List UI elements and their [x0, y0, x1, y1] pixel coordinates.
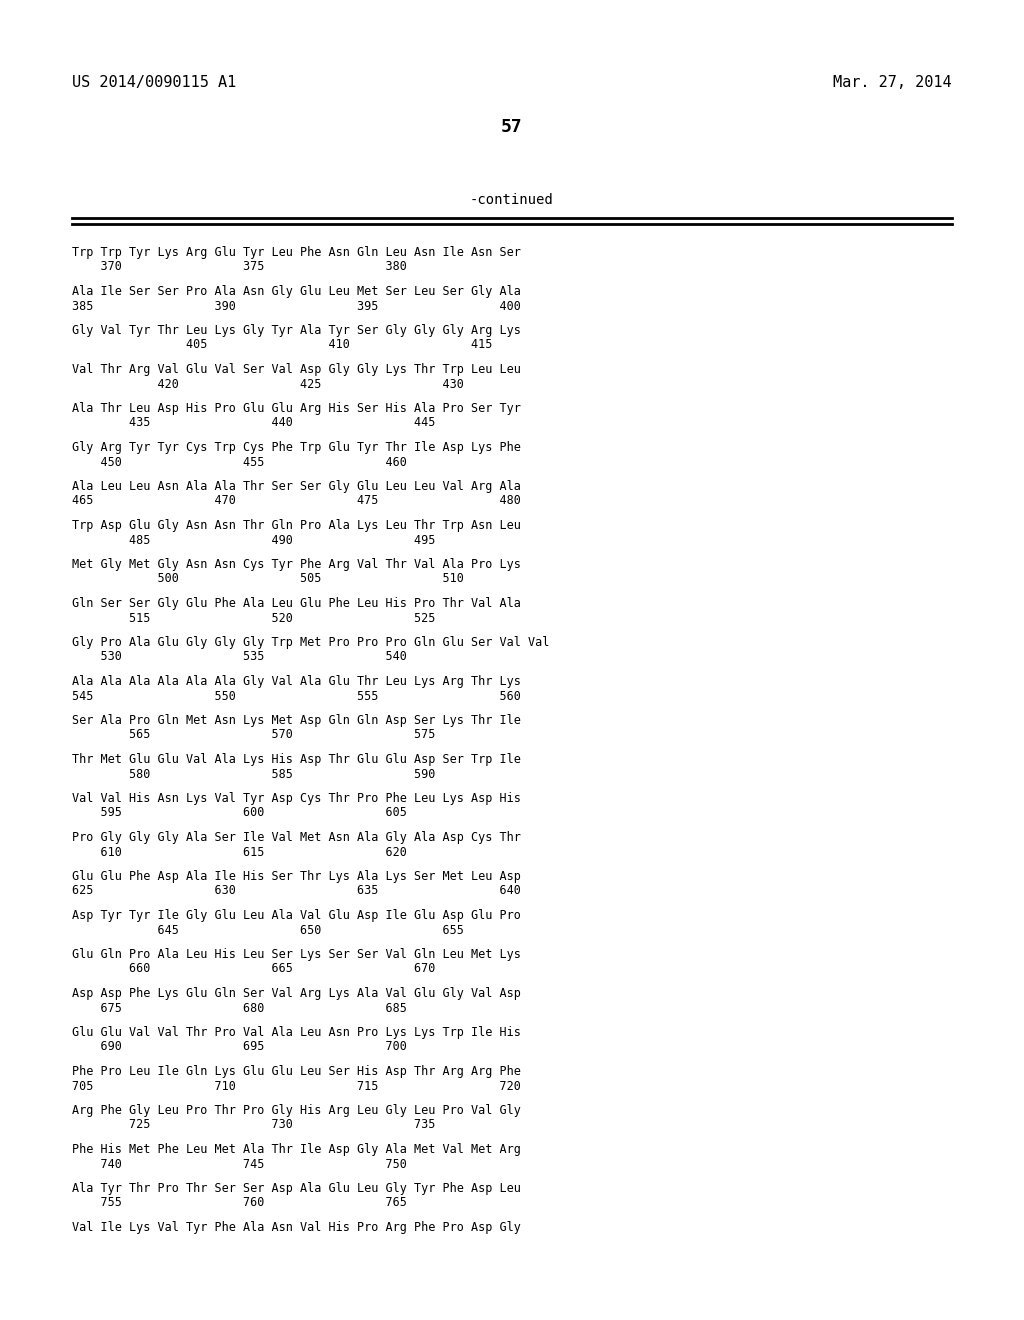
Text: 755                 760                 765: 755 760 765 [72, 1196, 407, 1209]
Text: Asp Tyr Tyr Ile Gly Glu Leu Ala Val Glu Asp Ile Glu Asp Glu Pro: Asp Tyr Tyr Ile Gly Glu Leu Ala Val Glu … [72, 909, 521, 921]
Text: 405                 410                 415: 405 410 415 [72, 338, 493, 351]
Text: Ala Ile Ser Ser Pro Ala Asn Gly Glu Leu Met Ser Leu Ser Gly Ala: Ala Ile Ser Ser Pro Ala Asn Gly Glu Leu … [72, 285, 521, 298]
Text: 385                 390                 395                 400: 385 390 395 400 [72, 300, 521, 313]
Text: Glu Glu Phe Asp Ala Ile His Ser Thr Lys Ala Lys Ser Met Leu Asp: Glu Glu Phe Asp Ala Ile His Ser Thr Lys … [72, 870, 521, 883]
Text: Glu Glu Val Val Thr Pro Val Ala Leu Asn Pro Lys Lys Trp Ile His: Glu Glu Val Val Thr Pro Val Ala Leu Asn … [72, 1026, 521, 1039]
Text: Phe His Met Phe Leu Met Ala Thr Ile Asp Gly Ala Met Val Met Arg: Phe His Met Phe Leu Met Ala Thr Ile Asp … [72, 1143, 521, 1156]
Text: Val Thr Arg Val Glu Val Ser Val Asp Gly Gly Lys Thr Trp Leu Leu: Val Thr Arg Val Glu Val Ser Val Asp Gly … [72, 363, 521, 376]
Text: 465                 470                 475                 480: 465 470 475 480 [72, 495, 521, 507]
Text: 435                 440                 445: 435 440 445 [72, 417, 435, 429]
Text: 580                 585                 590: 580 585 590 [72, 767, 435, 780]
Text: 420                 425                 430: 420 425 430 [72, 378, 464, 391]
Text: Glu Gln Pro Ala Leu His Leu Ser Lys Ser Ser Val Gln Leu Met Lys: Glu Gln Pro Ala Leu His Leu Ser Lys Ser … [72, 948, 521, 961]
Text: 370                 375                 380: 370 375 380 [72, 260, 407, 273]
Text: 725                 730                 735: 725 730 735 [72, 1118, 435, 1131]
Text: 530                 535                 540: 530 535 540 [72, 651, 407, 664]
Text: Val Ile Lys Val Tyr Phe Ala Asn Val His Pro Arg Phe Pro Asp Gly: Val Ile Lys Val Tyr Phe Ala Asn Val His … [72, 1221, 521, 1234]
Text: Val Val His Asn Lys Val Tyr Asp Cys Thr Pro Phe Leu Lys Asp His: Val Val His Asn Lys Val Tyr Asp Cys Thr … [72, 792, 521, 805]
Text: Gln Ser Ser Gly Glu Phe Ala Leu Glu Phe Leu His Pro Thr Val Ala: Gln Ser Ser Gly Glu Phe Ala Leu Glu Phe … [72, 597, 521, 610]
Text: 450                 455                 460: 450 455 460 [72, 455, 407, 469]
Text: 645                 650                 655: 645 650 655 [72, 924, 464, 936]
Text: Ala Ala Ala Ala Ala Ala Gly Val Ala Glu Thr Leu Lys Arg Thr Lys: Ala Ala Ala Ala Ala Ala Gly Val Ala Glu … [72, 675, 521, 688]
Text: Ala Leu Leu Asn Ala Ala Thr Ser Ser Gly Glu Leu Leu Val Arg Ala: Ala Leu Leu Asn Ala Ala Thr Ser Ser Gly … [72, 480, 521, 492]
Text: 705                 710                 715                 720: 705 710 715 720 [72, 1080, 521, 1093]
Text: Asp Asp Phe Lys Glu Gln Ser Val Arg Lys Ala Val Glu Gly Val Asp: Asp Asp Phe Lys Glu Gln Ser Val Arg Lys … [72, 987, 521, 1001]
Text: 740                 745                 750: 740 745 750 [72, 1158, 407, 1171]
Text: Gly Arg Tyr Tyr Cys Trp Cys Phe Trp Glu Tyr Thr Ile Asp Lys Phe: Gly Arg Tyr Tyr Cys Trp Cys Phe Trp Glu … [72, 441, 521, 454]
Text: 660                 665                 670: 660 665 670 [72, 962, 435, 975]
Text: Gly Pro Ala Glu Gly Gly Gly Trp Met Pro Pro Pro Gln Glu Ser Val Val: Gly Pro Ala Glu Gly Gly Gly Trp Met Pro … [72, 636, 549, 649]
Text: 545                 550                 555                 560: 545 550 555 560 [72, 689, 521, 702]
Text: US 2014/0090115 A1: US 2014/0090115 A1 [72, 75, 237, 90]
Text: Pro Gly Gly Gly Ala Ser Ile Val Met Asn Ala Gly Ala Asp Cys Thr: Pro Gly Gly Gly Ala Ser Ile Val Met Asn … [72, 832, 521, 843]
Text: 675                 680                 685: 675 680 685 [72, 1002, 407, 1015]
Text: 565                 570                 575: 565 570 575 [72, 729, 435, 742]
Text: Phe Pro Leu Ile Gln Lys Glu Glu Leu Ser His Asp Thr Arg Arg Phe: Phe Pro Leu Ile Gln Lys Glu Glu Leu Ser … [72, 1065, 521, 1078]
Text: -continued: -continued [470, 193, 554, 207]
Text: Ser Ala Pro Gln Met Asn Lys Met Asp Gln Gln Asp Ser Lys Thr Ile: Ser Ala Pro Gln Met Asn Lys Met Asp Gln … [72, 714, 521, 727]
Text: Mar. 27, 2014: Mar. 27, 2014 [834, 75, 952, 90]
Text: Thr Met Glu Glu Val Ala Lys His Asp Thr Glu Glu Asp Ser Trp Ile: Thr Met Glu Glu Val Ala Lys His Asp Thr … [72, 752, 521, 766]
Text: 690                 695                 700: 690 695 700 [72, 1040, 407, 1053]
Text: Trp Asp Glu Gly Asn Asn Thr Gln Pro Ala Lys Leu Thr Trp Asn Leu: Trp Asp Glu Gly Asn Asn Thr Gln Pro Ala … [72, 519, 521, 532]
Text: Ala Tyr Thr Pro Thr Ser Ser Asp Ala Glu Leu Gly Tyr Phe Asp Leu: Ala Tyr Thr Pro Thr Ser Ser Asp Ala Glu … [72, 1181, 521, 1195]
Text: 485                 490                 495: 485 490 495 [72, 533, 435, 546]
Text: Trp Trp Tyr Lys Arg Glu Tyr Leu Phe Asn Gln Leu Asn Ile Asn Ser: Trp Trp Tyr Lys Arg Glu Tyr Leu Phe Asn … [72, 246, 521, 259]
Text: 625                 630                 635                 640: 625 630 635 640 [72, 884, 521, 898]
Text: Met Gly Met Gly Asn Asn Cys Tyr Phe Arg Val Thr Val Ala Pro Lys: Met Gly Met Gly Asn Asn Cys Tyr Phe Arg … [72, 558, 521, 572]
Text: 515                 520                 525: 515 520 525 [72, 611, 435, 624]
Text: 610                 615                 620: 610 615 620 [72, 846, 407, 858]
Text: Arg Phe Gly Leu Pro Thr Pro Gly His Arg Leu Gly Leu Pro Val Gly: Arg Phe Gly Leu Pro Thr Pro Gly His Arg … [72, 1104, 521, 1117]
Text: Ala Thr Leu Asp His Pro Glu Glu Arg His Ser His Ala Pro Ser Tyr: Ala Thr Leu Asp His Pro Glu Glu Arg His … [72, 403, 521, 414]
Text: Gly Val Tyr Thr Leu Lys Gly Tyr Ala Tyr Ser Gly Gly Gly Arg Lys: Gly Val Tyr Thr Leu Lys Gly Tyr Ala Tyr … [72, 323, 521, 337]
Text: 595                 600                 605: 595 600 605 [72, 807, 407, 820]
Text: 500                 505                 510: 500 505 510 [72, 573, 464, 586]
Text: 57: 57 [501, 117, 523, 136]
